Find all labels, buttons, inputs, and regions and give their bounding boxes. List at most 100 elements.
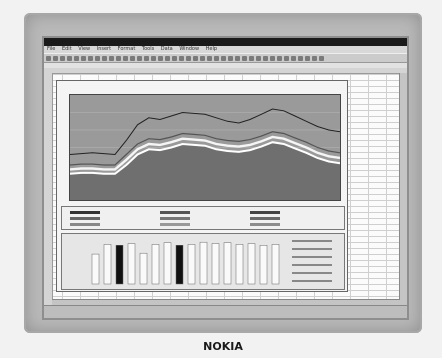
menu-file[interactable]: File bbox=[47, 46, 56, 52]
legend-swatch bbox=[160, 223, 190, 226]
toolbar-button[interactable] bbox=[179, 55, 184, 61]
toolbar-button[interactable] bbox=[305, 55, 310, 61]
bar bbox=[187, 244, 196, 285]
bar bbox=[247, 243, 256, 285]
status-bar bbox=[44, 305, 407, 318]
menu-view[interactable]: View bbox=[78, 46, 91, 52]
bar bbox=[163, 242, 172, 285]
title-bar bbox=[44, 38, 407, 46]
toolbar-button[interactable] bbox=[130, 55, 135, 61]
toolbar-button[interactable] bbox=[95, 55, 100, 61]
toolbar-button[interactable] bbox=[116, 55, 121, 61]
bar bbox=[211, 243, 220, 285]
horizontal-scrollbar[interactable] bbox=[52, 299, 400, 306]
legend-swatch bbox=[70, 223, 100, 226]
series-line bbox=[69, 135, 341, 171]
toolbar-button[interactable] bbox=[60, 55, 65, 61]
line-chart bbox=[69, 108, 341, 200]
toolbar bbox=[44, 53, 407, 63]
toolbar-button[interactable] bbox=[88, 55, 93, 61]
toolbar-button[interactable] bbox=[74, 55, 79, 61]
bar-chart-panel bbox=[61, 233, 345, 290]
toolbar-button[interactable] bbox=[46, 55, 51, 61]
bar bbox=[103, 244, 112, 285]
legend-swatch bbox=[160, 211, 190, 214]
bar bbox=[235, 244, 244, 285]
toolbar-button[interactable] bbox=[214, 55, 219, 61]
series-line bbox=[69, 108, 341, 156]
menu-data[interactable]: Data bbox=[160, 46, 173, 52]
monitor-screen: File Edit View Insert Format Tools Data … bbox=[44, 38, 407, 318]
bar-chart bbox=[91, 240, 332, 285]
toolbar-button[interactable] bbox=[291, 55, 296, 61]
toolbar-button[interactable] bbox=[207, 55, 212, 61]
bar bbox=[175, 245, 184, 285]
bar-chart-label-line bbox=[292, 264, 332, 266]
toolbar-button[interactable] bbox=[102, 55, 107, 61]
toolbar-button[interactable] bbox=[109, 55, 114, 61]
toolbar-button[interactable] bbox=[277, 55, 282, 61]
toolbar-button[interactable] bbox=[263, 55, 268, 61]
toolbar-button[interactable] bbox=[158, 55, 163, 61]
toolbar-button[interactable] bbox=[67, 55, 72, 61]
series-line bbox=[69, 131, 341, 166]
toolbar-button[interactable] bbox=[249, 55, 254, 61]
bar bbox=[151, 244, 160, 285]
bar-chart-label-line bbox=[292, 248, 332, 250]
toolbar-button[interactable] bbox=[200, 55, 205, 61]
bar bbox=[91, 253, 100, 285]
toolbar-button[interactable] bbox=[172, 55, 177, 61]
bar-chart-label-line bbox=[292, 256, 332, 258]
toolbar-button[interactable] bbox=[221, 55, 226, 61]
menu-help[interactable]: Help bbox=[205, 46, 218, 52]
toolbar-button[interactable] bbox=[144, 55, 149, 61]
chart-legend bbox=[61, 206, 345, 230]
menu-tools[interactable]: Tools bbox=[141, 46, 155, 52]
bar bbox=[139, 252, 148, 285]
legend-swatch bbox=[250, 223, 280, 226]
menu-insert[interactable]: Insert bbox=[96, 46, 112, 52]
menu-bar: File Edit View Insert Format Tools Data … bbox=[44, 46, 407, 53]
vertical-scrollbar[interactable] bbox=[399, 73, 407, 306]
toolbar-button[interactable] bbox=[242, 55, 247, 61]
legend-swatch bbox=[70, 217, 100, 220]
menu-window[interactable]: Window bbox=[179, 46, 200, 52]
bar bbox=[259, 245, 268, 285]
toolbar-button[interactable] bbox=[53, 55, 58, 61]
toolbar-button[interactable] bbox=[270, 55, 275, 61]
column-header[interactable] bbox=[44, 68, 407, 74]
toolbar-button[interactable] bbox=[151, 55, 156, 61]
toolbar-button[interactable] bbox=[284, 55, 289, 61]
bar-chart-label-line bbox=[292, 280, 332, 282]
line-chart-plot-area bbox=[69, 94, 341, 201]
menu-edit[interactable]: Edit bbox=[61, 46, 72, 52]
toolbar-button[interactable] bbox=[319, 55, 324, 61]
legend-swatch bbox=[250, 217, 280, 220]
bar bbox=[199, 241, 208, 285]
toolbar-button[interactable] bbox=[137, 55, 142, 61]
toolbar-button[interactable] bbox=[228, 55, 233, 61]
bar bbox=[271, 244, 280, 285]
legend-swatch bbox=[160, 217, 190, 220]
toolbar-button[interactable] bbox=[193, 55, 198, 61]
toolbar-button[interactable] bbox=[235, 55, 240, 61]
legend-swatch bbox=[250, 211, 280, 214]
toolbar-button[interactable] bbox=[312, 55, 317, 61]
legend-swatch bbox=[70, 211, 100, 214]
bar bbox=[115, 245, 124, 285]
menu-format[interactable]: Format bbox=[117, 46, 136, 52]
toolbar-button[interactable] bbox=[165, 55, 170, 61]
chart-area-fill bbox=[70, 142, 340, 200]
toolbar-button[interactable] bbox=[81, 55, 86, 61]
bar bbox=[223, 242, 232, 285]
row-header[interactable] bbox=[44, 73, 53, 306]
toolbar-button[interactable] bbox=[256, 55, 261, 61]
toolbar-button[interactable] bbox=[186, 55, 191, 61]
toolbar-button[interactable] bbox=[123, 55, 128, 61]
toolbar-button[interactable] bbox=[298, 55, 303, 61]
bar bbox=[127, 243, 136, 285]
monitor-brand-logo: NOKIA bbox=[203, 340, 243, 353]
series-line bbox=[69, 141, 341, 175]
bar-chart-label-line bbox=[292, 240, 332, 242]
chart-object[interactable] bbox=[56, 80, 348, 292]
